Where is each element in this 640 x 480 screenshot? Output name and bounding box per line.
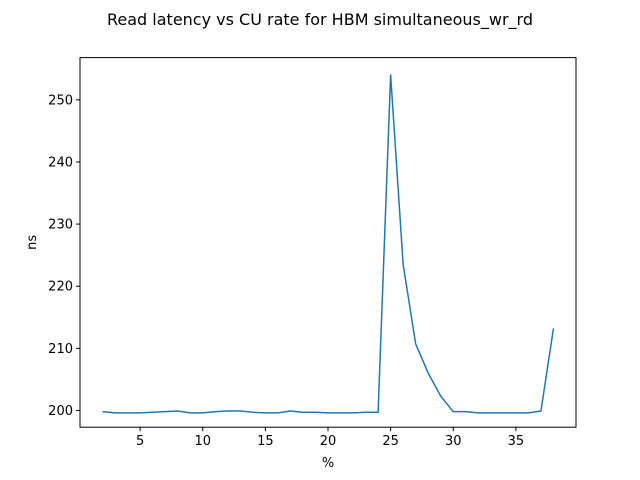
x-tick-label: 35 xyxy=(508,434,525,449)
series-line-0 xyxy=(102,74,555,414)
y-tick-label: 230 xyxy=(48,218,73,233)
x-tick-label: 10 xyxy=(194,434,211,449)
x-tick-label: 5 xyxy=(136,434,144,449)
x-axis-label: % xyxy=(322,456,334,471)
plot-area xyxy=(102,74,555,414)
chart-title: Read latency vs CU rate for HBM simultan… xyxy=(107,10,533,30)
x-axis: 5 10 15 20 25 30 35 xyxy=(136,427,524,449)
y-tick-label: 200 xyxy=(48,404,73,419)
x-tick-label: 30 xyxy=(445,434,462,449)
y-tick-label: 250 xyxy=(48,93,73,108)
x-tick-label: 15 xyxy=(257,434,274,449)
y-tick-label: 240 xyxy=(48,155,73,170)
y-tick-label: 220 xyxy=(48,280,73,295)
x-tick-label: 25 xyxy=(382,434,399,449)
y-tick-label: 210 xyxy=(48,342,73,357)
x-tick-label: 20 xyxy=(320,434,337,449)
y-axis-label: ns xyxy=(25,235,40,250)
y-axis: 200 210 220 230 240 250 xyxy=(48,93,80,419)
